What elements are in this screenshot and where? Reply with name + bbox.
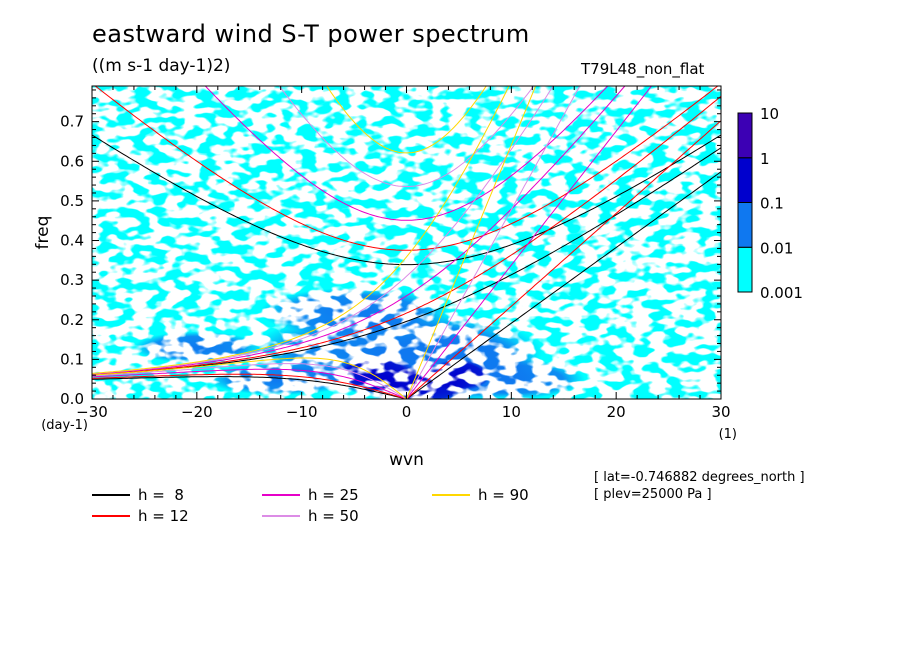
- curve-h25-kelvin: [406, 86, 653, 399]
- x-tick-label: 0: [402, 403, 412, 421]
- legend-label: h = 8: [138, 486, 184, 504]
- heatmap-area: [92, 86, 721, 399]
- legend-item: h = 90: [432, 486, 592, 504]
- colorbar-frame: [737, 112, 753, 293]
- lat-info: [ lat=-0.746882 degrees_north ]: [594, 470, 805, 485]
- axes: −30 −20 −10 0 10 20 30 0.0 0.1 0.2 0.3 0.4 0.5 0.6 0.7…: [33, 86, 737, 470]
- colorbar-segment: [737, 202, 753, 248]
- legend-item: h = 8: [92, 486, 252, 504]
- x-tick-label: 20: [607, 403, 626, 421]
- x-tick-label: −10: [286, 403, 318, 421]
- y-tick-label: 0.3: [60, 271, 84, 289]
- curve-h90-mrg: [92, 86, 510, 374]
- dispersion-curves: [92, 86, 721, 399]
- heatmap-noise-gaps: [92, 86, 721, 399]
- legend-label: h = 50: [308, 507, 359, 525]
- legend-label: h = 25: [308, 486, 359, 504]
- curve-h90-kelvin: [406, 86, 537, 399]
- y-axis-label: freq: [33, 216, 53, 250]
- colorbar-label: 0.1: [760, 195, 784, 213]
- y-tick-label: 0.7: [60, 113, 84, 131]
- legend-label: h = 90: [478, 486, 529, 504]
- curve-h12-gravity: [94, 86, 719, 251]
- colorbar-label: 0.01: [760, 239, 793, 257]
- y-tick-label: 0.0: [60, 390, 84, 408]
- x-axis-label: wvn: [389, 450, 424, 470]
- curve-h8-rossby: [92, 376, 407, 399]
- colorbar-segment: [737, 157, 753, 203]
- curve-h12-rossby: [92, 373, 407, 399]
- y-tick-label: 0.5: [60, 192, 84, 210]
- curve-h50-rossby: [92, 363, 407, 399]
- colorbar-label: 0.001: [760, 284, 803, 302]
- legend-item: h = 12: [92, 507, 252, 525]
- curve-h25-rossby: [92, 368, 407, 399]
- chart-units: ((m s-1 day-1)2): [92, 56, 231, 76]
- plev-info: [ plev=25000 Pa ]: [594, 487, 712, 502]
- legend-label: h = 12: [138, 507, 189, 525]
- y-unit-label: (day-1): [41, 418, 88, 433]
- spectrum-chart: −30 −20 −10 0 10 20 30 0.0 0.1 0.2 0.3 0.4 0.5 0.6 0.7…: [33, 85, 803, 470]
- y-tick-label: 0.6: [60, 152, 84, 170]
- curve-h50-kelvin: [406, 86, 581, 399]
- colorbar-label: 10: [760, 105, 779, 123]
- legend-swatch: [92, 494, 130, 496]
- x-tick-label: 10: [502, 403, 521, 421]
- curve-h90-rossby: [92, 357, 407, 399]
- curve-h8-kelvin: [406, 171, 721, 399]
- legend-item: h = 25: [262, 486, 422, 504]
- curve-h50-gravity: [278, 86, 535, 187]
- curve-h12-mrg: [92, 95, 721, 376]
- x-tick-label: −20: [181, 403, 213, 421]
- colorbar-segment: [737, 112, 753, 159]
- curve-h90-gravity: [326, 86, 487, 154]
- curve-h50-mrg: [92, 86, 554, 375]
- curve-h12-kelvin: [406, 120, 721, 399]
- run-label: T79L48_non_flat: [581, 60, 705, 78]
- legend-swatch: [262, 515, 300, 517]
- legend-swatch: [92, 515, 130, 517]
- curve-h8-gravity: [92, 134, 721, 266]
- colorbar-segment: [737, 246, 753, 293]
- curve-h25-mrg: [92, 86, 626, 375]
- y-tick-label: 0.2: [60, 311, 84, 329]
- curve-h25-gravity: [204, 86, 609, 221]
- legend-item: h = 50: [262, 507, 422, 525]
- y-tick-label: 0.4: [60, 232, 84, 250]
- x-unit-label: (1): [719, 427, 737, 442]
- legend-swatch: [432, 494, 470, 496]
- colorbar: 0.001 0.01 0.1 1 10: [737, 105, 803, 302]
- chart-title: eastward wind S-T power spectrum: [92, 20, 530, 48]
- legend-swatch: [262, 494, 300, 496]
- colorbar-label: 1: [760, 150, 770, 168]
- x-tick-label: −30: [76, 403, 108, 421]
- x-tick-label: 30: [711, 403, 730, 421]
- y-tick-label: 0.1: [60, 350, 84, 368]
